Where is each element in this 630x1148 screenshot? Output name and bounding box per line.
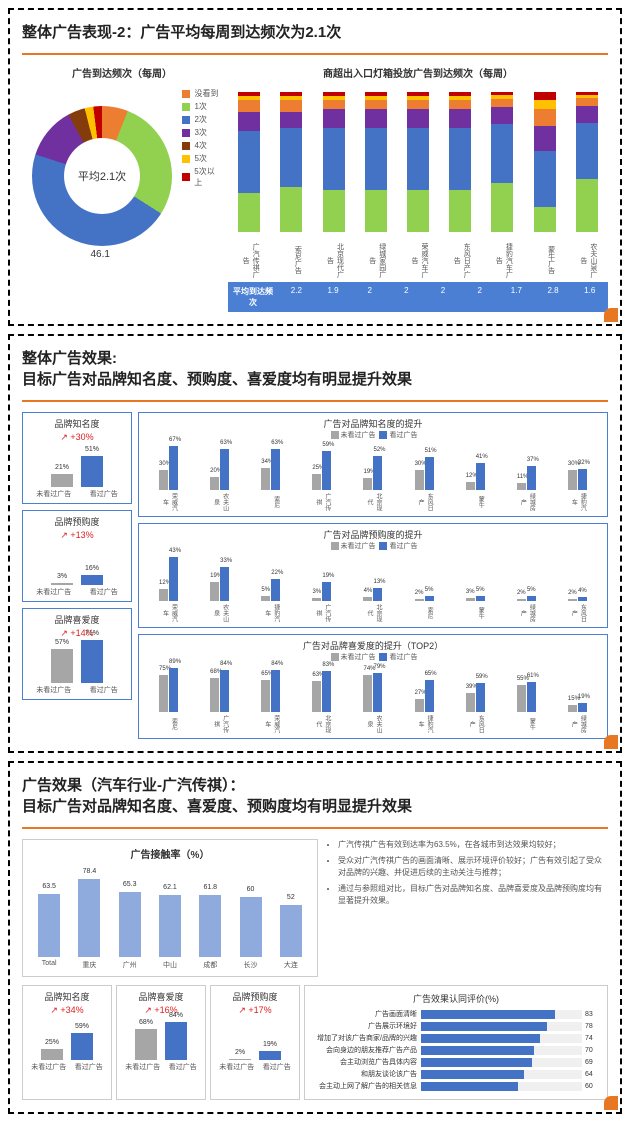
slide3-title: 广告效果（汽车行业-广汽传祺）： 目标广告对品牌知名度、喜爱度、预购度均有明显提… (22, 775, 608, 817)
hbar-row: 会主动浏览广告具体内容69 (311, 1057, 601, 1067)
avg-row: 平均到达频次2.21.922221.72.81.6 (228, 282, 608, 312)
mini-card: 品牌喜爱度 ↗ +14% 57% 71% 未看过广告看过广告 (22, 608, 132, 700)
hbar-row: 增加了对该广告商家/品牌的兴趣74 (311, 1033, 601, 1043)
divider (22, 400, 608, 402)
contact-bar: 62.1 (159, 895, 181, 957)
contact-bar: 61.8 (199, 895, 221, 957)
legend-item: 5次以上 (182, 166, 222, 188)
slide2-groups: 广告对品牌知名度的提升 未看过广告 看过广告 30% 67% 20% 63% 3… (138, 412, 608, 739)
stacked-bar (534, 92, 556, 232)
mini-card: 品牌预购度 ↗ +17% 2% 19% 未看过广告看过广告 (210, 985, 300, 1100)
contact-chart: 广告接触率（%） 63.578.465.362.161.86052 Total重… (22, 839, 318, 977)
corner-decoration (604, 308, 618, 322)
slide2-title: 整体广告效果: 目标广告对品牌知名度、预购度、喜爱度均有明显提升效果 (22, 348, 608, 390)
legend-item: 5次 (182, 153, 222, 164)
contact-bar: 65.3 (119, 892, 141, 957)
slide3-minis: 品牌知名度 ↗ +34% 25% 59% 未看过广告看过广告品牌喜爱度 ↗ +1… (22, 985, 300, 1100)
corner-decoration (604, 735, 618, 749)
contact-bar: 52 (280, 905, 302, 957)
donut-bottom-label: 46.1 (90, 249, 109, 260)
stacked-panel: 商超出入口灯箱投放广告到达频次（每周） 广汽传祺广告索尼广告北京现代广告绿城家园… (228, 65, 608, 312)
donut-panel: 广告到达频次（每周） 平均2.1次 46.1 没看到 1次 2次 3次 4次 5次 5次以上 (22, 65, 222, 312)
contact-bar: 78.4 (78, 879, 100, 957)
contact-title: 广告接触率（%） (29, 846, 311, 861)
mini-card: 品牌预购度 ↗ +13% 3% 16% 未看过广告看过广告 (22, 510, 132, 602)
stacked-bar (238, 92, 260, 232)
corner-decoration (604, 1096, 618, 1110)
stacked-bar (280, 92, 302, 232)
stacked-bar (323, 92, 345, 232)
stacked-title: 商超出入口灯箱投放广告到达频次（每周） (228, 65, 608, 80)
donut-chart: 平均2.1次 46.1 (22, 96, 178, 256)
hbar-chart: 广告效果认同评价(%) 广告画面清晰83 广告展示环境好78 增加了对该广告商家/品… (304, 985, 608, 1100)
legend-item: 没看到 (182, 88, 222, 99)
stacked-bar (491, 92, 513, 232)
divider (22, 827, 608, 829)
group-chart: 广告对品牌预购度的提升 未看过广告 看过广告 12% 43% 19% 33% 5… (138, 523, 608, 628)
bullet-item: 通过与参照组对比，目标广告对品牌知名度、品牌喜爱度及品牌预购度均有显著提升效果。 (338, 883, 608, 907)
divider (22, 53, 608, 55)
donut-center: 平均2.1次 (64, 138, 140, 214)
stacked-bar (365, 92, 387, 232)
hbar-row: 广告展示环境好78 (311, 1021, 601, 1031)
mini-card: 品牌知名度 ↗ +30% 21% 51% 未看过广告看过广告 (22, 412, 132, 504)
contact-bar: 60 (240, 897, 262, 957)
stacked-labels: 广汽传祺广告索尼广告北京现代广告绿城家园广告荣威汽车广告东风日产广告捷豹汽车广告… (228, 240, 608, 280)
hbar-title: 广告效果认同评价(%) (311, 992, 601, 1005)
bullet-item: 受众对广汽传祺广告的画面清晰、展示环境评价较好；广告有效引起了受众对品牌的兴趣、… (338, 855, 608, 879)
donut-title: 广告到达频次（每周） (22, 65, 222, 80)
group-chart: 广告对品牌喜爱度的提升（TOP2） 未看过广告 看过广告 75% 89% 68%… (138, 634, 608, 739)
bullets: 广汽传祺广告有效到达率为63.5%，在各城市到达效果均较好； 受众对广汽传祺广告的… (326, 839, 608, 977)
donut-legend: 没看到 1次 2次 3次 4次 5次 5次以上 (182, 86, 222, 266)
slide1-title: 整体广告表现-2：广告平均每周到达频次为2.1次 (22, 22, 608, 43)
stacked-bar (449, 92, 471, 232)
mini-card: 品牌知名度 ↗ +34% 25% 59% 未看过广告看过广告 (22, 985, 112, 1100)
group-chart: 广告对品牌知名度的提升 未看过广告 看过广告 30% 67% 20% 63% 3… (138, 412, 608, 517)
legend-item: 1次 (182, 101, 222, 112)
legend-item: 2次 (182, 114, 222, 125)
slide-2: 整体广告效果: 目标广告对品牌知名度、预购度、喜爱度均有明显提升效果 品牌知名度… (8, 334, 622, 753)
stacked-bars (228, 86, 608, 236)
stacked-bar (407, 92, 429, 232)
legend-item: 4次 (182, 140, 222, 151)
hbar-row: 广告画面清晰83 (311, 1009, 601, 1019)
slide-1: 整体广告表现-2：广告平均每周到达频次为2.1次 广告到达频次（每周） 平均2.… (8, 8, 622, 326)
mini-card: 品牌喜爱度 ↗ +16% 68% 84% 未看过广告看过广告 (116, 985, 206, 1100)
legend-item: 3次 (182, 127, 222, 138)
hbar-row: 会向身边的朋友推荐广告产品70 (311, 1045, 601, 1055)
contact-bar: 63.5 (38, 894, 60, 958)
slide2-minis: 品牌知名度 ↗ +30% 21% 51% 未看过广告看过广告品牌预购度 ↗ +1… (22, 412, 132, 739)
bullet-item: 广汽传祺广告有效到达率为63.5%，在各城市到达效果均较好； (338, 839, 608, 851)
hbar-row: 会主动上网了解广告的相关信息60 (311, 1081, 601, 1091)
hbar-row: 和朋友谈论该广告64 (311, 1069, 601, 1079)
stacked-bar (576, 92, 598, 232)
slide-3: 广告效果（汽车行业-广汽传祺）： 目标广告对品牌知名度、喜爱度、预购度均有明显提… (8, 761, 622, 1114)
